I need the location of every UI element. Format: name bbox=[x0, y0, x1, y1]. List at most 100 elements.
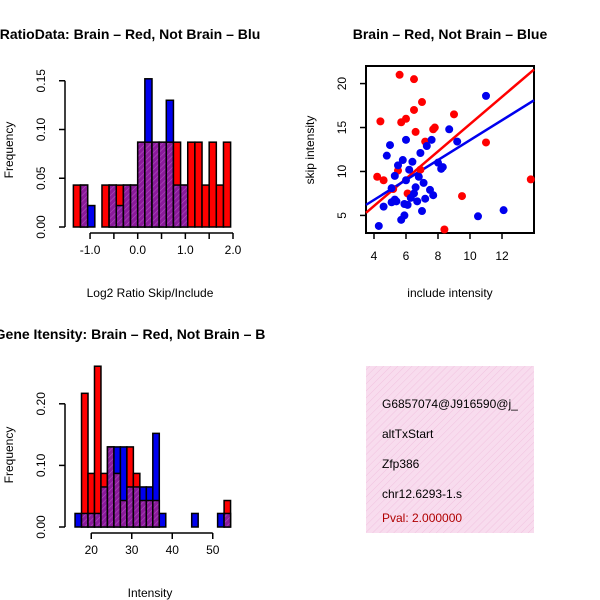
y-tick-label-0: 0.00 bbox=[34, 215, 48, 239]
info-panel: G6857074@J916590@j_ altTxStart Zfp386 ch… bbox=[366, 366, 534, 533]
not-brain-point-39 bbox=[400, 199, 409, 208]
x-tick-label-1: 30 bbox=[125, 543, 139, 557]
not-brain-point-0 bbox=[374, 221, 383, 230]
overlap-bar-15 bbox=[179, 184, 189, 228]
ratio-histogram: RatioData: Brain – Red, Not Brain – Blu … bbox=[0, 26, 260, 300]
y-tick-label-3: 0.15 bbox=[34, 69, 48, 93]
not-brain-point-36 bbox=[429, 191, 438, 200]
overlap-bar-6 bbox=[113, 472, 122, 528]
brain-point-19 bbox=[373, 172, 382, 181]
brain-bar-19 bbox=[208, 141, 218, 228]
x-tick-label-0: 20 bbox=[85, 543, 99, 557]
scatter-title: Brain – Red, Not Brain – Blue bbox=[353, 26, 548, 42]
not-brain-point-1 bbox=[379, 202, 388, 211]
info-event-id: G6857074@J916590@j_ bbox=[382, 397, 518, 411]
y-tick-label-2: 0.20 bbox=[34, 392, 48, 416]
not-brain-bar-18 bbox=[190, 512, 199, 528]
not-brain-point-15 bbox=[390, 171, 399, 180]
y-tick-label-1: 0.10 bbox=[34, 453, 48, 477]
overlap-bar-1 bbox=[79, 184, 89, 228]
brain-bar-3 bbox=[93, 365, 102, 528]
brain-point-13 bbox=[429, 125, 438, 134]
intensity-histogram-ylabel: Frequency bbox=[2, 427, 16, 484]
brain-bar-16 bbox=[186, 141, 196, 228]
overlap-bar-3 bbox=[93, 512, 102, 528]
intensity-histogram-xlabel: Intensity bbox=[128, 586, 173, 600]
overlap-bar-9 bbox=[132, 486, 141, 528]
not-brain-point-5 bbox=[400, 211, 409, 220]
not-brain-bar-0 bbox=[74, 512, 83, 528]
overlap-bar-5 bbox=[108, 184, 118, 228]
brain-point-1 bbox=[410, 75, 418, 84]
info-probe: chr12.6293-1.s bbox=[382, 487, 462, 501]
not-brain-point-17 bbox=[398, 156, 407, 165]
not-brain-point-29 bbox=[453, 137, 462, 146]
x-tick-label-2: 0.0 bbox=[129, 243, 146, 257]
not-brain-point-28 bbox=[445, 125, 454, 134]
overlap-bar-11 bbox=[145, 499, 154, 528]
not-brain-point-19 bbox=[405, 165, 414, 174]
scatter-y-tick-label-3: 20 bbox=[335, 77, 349, 91]
scatter-x-tick-label-4: 12 bbox=[495, 249, 509, 263]
not-brain-point-32 bbox=[499, 206, 508, 215]
brain-point-15 bbox=[458, 192, 466, 201]
brain-point-8 bbox=[379, 176, 388, 185]
brain-point-12 bbox=[416, 165, 425, 174]
scatter-y-tick-label-1: 10 bbox=[335, 164, 349, 178]
info-background bbox=[366, 366, 534, 533]
overlap-bar-14 bbox=[172, 184, 182, 228]
not-brain-point-37 bbox=[387, 184, 396, 193]
not-brain-point-8 bbox=[410, 189, 418, 198]
scatter-x-tick-label-2: 8 bbox=[435, 249, 442, 263]
overlap-bar-7 bbox=[119, 499, 128, 528]
overlap-bar-8 bbox=[126, 486, 135, 528]
ratio-histogram-ylabel: Frequency bbox=[2, 122, 16, 179]
scatter-xlabel: include intensity bbox=[407, 286, 492, 300]
overlap-bar-6 bbox=[115, 204, 125, 228]
y-tick-label-1: 0.05 bbox=[34, 166, 48, 190]
brain-point-0 bbox=[395, 70, 404, 79]
brain-point-2 bbox=[376, 117, 385, 126]
not-brain-point-9 bbox=[413, 197, 422, 206]
brain-point-14 bbox=[450, 110, 458, 119]
overlap-bar-7 bbox=[122, 184, 132, 228]
scatter-y-tick-label-2: 15 bbox=[335, 121, 349, 135]
x-tick-label-4: 1.0 bbox=[177, 243, 194, 257]
intensity-histogram: Gene Itensity: Brain – Red, Not Brain – … bbox=[0, 326, 265, 600]
brain-point-16 bbox=[482, 138, 490, 147]
x-tick-label-3: 50 bbox=[206, 543, 220, 557]
overlap-bar-5 bbox=[106, 446, 115, 528]
overlap-bar-11 bbox=[151, 141, 160, 228]
not-brain-point-38 bbox=[437, 164, 446, 173]
brain-point-18 bbox=[440, 225, 449, 234]
not-brain-point-24 bbox=[422, 141, 431, 150]
not-brain-point-11 bbox=[421, 194, 430, 203]
ratio-histogram-xlabel: Log2 Ratio Skip/Include bbox=[87, 286, 214, 300]
not-brain-bar-13 bbox=[158, 512, 167, 528]
brain-bar-0 bbox=[72, 184, 82, 228]
overlap-bar-13 bbox=[165, 141, 175, 228]
brain-bar-1 bbox=[80, 392, 89, 528]
not-brain-point-21 bbox=[411, 183, 420, 192]
brain-bar-18 bbox=[201, 184, 210, 228]
not-brain-point-23 bbox=[419, 178, 428, 187]
overlap-bar-23 bbox=[223, 512, 232, 528]
scatter-x-tick-label-0: 4 bbox=[371, 249, 378, 263]
not-brain-point-14 bbox=[386, 141, 394, 150]
overlap-bar-8 bbox=[129, 184, 139, 228]
scatter-ylabel: skip intensity bbox=[303, 116, 317, 185]
not-brain-point-33 bbox=[402, 135, 410, 144]
not-brain-point-10 bbox=[418, 207, 426, 216]
overlap-bar-10 bbox=[144, 141, 153, 228]
not-brain-point-34 bbox=[392, 197, 401, 206]
info-gene-name: Zfp386 bbox=[382, 457, 420, 471]
intensity-scatter: Brain – Red, Not Brain – Blue include in… bbox=[303, 26, 547, 300]
not-brain-point-16 bbox=[394, 161, 402, 170]
brain-bar-4 bbox=[101, 184, 110, 228]
overlap-bar-4 bbox=[100, 486, 109, 528]
not-brain-point-22 bbox=[414, 172, 423, 181]
not-brain-point-25 bbox=[427, 135, 436, 144]
not-brain-point-13 bbox=[382, 151, 391, 160]
not-brain-point-20 bbox=[408, 157, 417, 166]
